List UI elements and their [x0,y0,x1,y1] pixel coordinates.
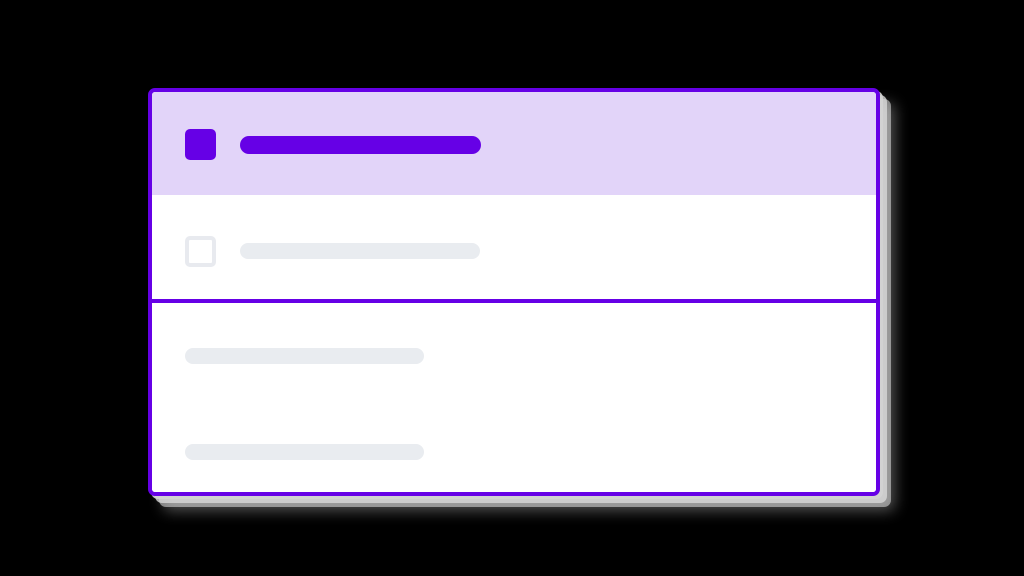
title-skeleton-bar [240,136,481,154]
card-header [152,92,876,195]
body-skeleton-bar-2 [185,444,424,460]
placeholder-card [148,88,880,496]
card-body [152,303,876,492]
checkbox-unchecked-icon[interactable] [185,236,216,267]
filled-square-icon[interactable] [185,129,216,160]
body-skeleton-bar-1 [185,348,424,364]
card-row[interactable] [152,195,876,299]
section-divider [152,299,876,303]
row-skeleton-bar [240,243,480,259]
